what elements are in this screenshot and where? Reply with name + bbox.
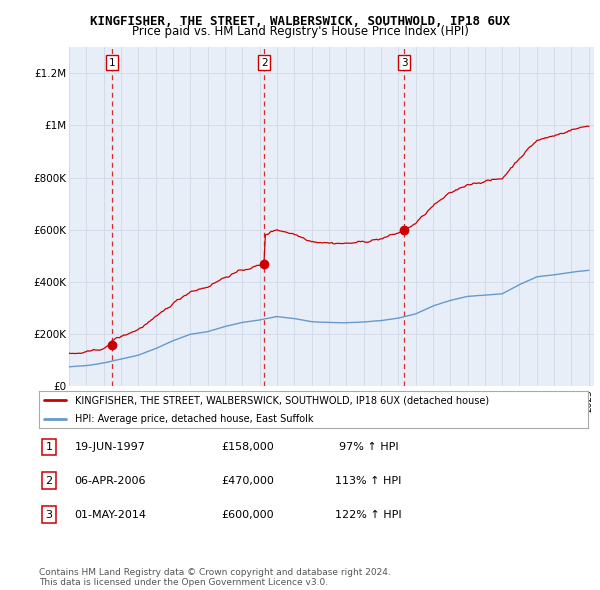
Text: 01-MAY-2014: 01-MAY-2014 <box>74 510 146 520</box>
Text: KINGFISHER, THE STREET, WALBERSWICK, SOUTHWOLD, IP18 6UX: KINGFISHER, THE STREET, WALBERSWICK, SOU… <box>90 15 510 28</box>
Text: 06-APR-2006: 06-APR-2006 <box>74 476 146 486</box>
Text: Contains HM Land Registry data © Crown copyright and database right 2024.
This d: Contains HM Land Registry data © Crown c… <box>39 568 391 587</box>
Text: HPI: Average price, detached house, East Suffolk: HPI: Average price, detached house, East… <box>74 414 313 424</box>
Text: Price paid vs. HM Land Registry's House Price Index (HPI): Price paid vs. HM Land Registry's House … <box>131 25 469 38</box>
Text: 1: 1 <box>46 442 52 452</box>
Text: 97% ↑ HPI: 97% ↑ HPI <box>338 442 398 452</box>
Text: 2: 2 <box>261 58 268 68</box>
Text: KINGFISHER, THE STREET, WALBERSWICK, SOUTHWOLD, IP18 6UX (detached house): KINGFISHER, THE STREET, WALBERSWICK, SOU… <box>74 395 489 405</box>
Text: 113% ↑ HPI: 113% ↑ HPI <box>335 476 401 486</box>
Text: 2: 2 <box>46 476 52 486</box>
Text: £158,000: £158,000 <box>221 442 274 452</box>
Text: 122% ↑ HPI: 122% ↑ HPI <box>335 510 402 520</box>
Text: 3: 3 <box>46 510 52 520</box>
Text: £600,000: £600,000 <box>221 510 274 520</box>
Text: 1: 1 <box>109 58 115 68</box>
Text: 3: 3 <box>401 58 407 68</box>
Text: £470,000: £470,000 <box>221 476 274 486</box>
Text: 19-JUN-1997: 19-JUN-1997 <box>75 442 146 452</box>
